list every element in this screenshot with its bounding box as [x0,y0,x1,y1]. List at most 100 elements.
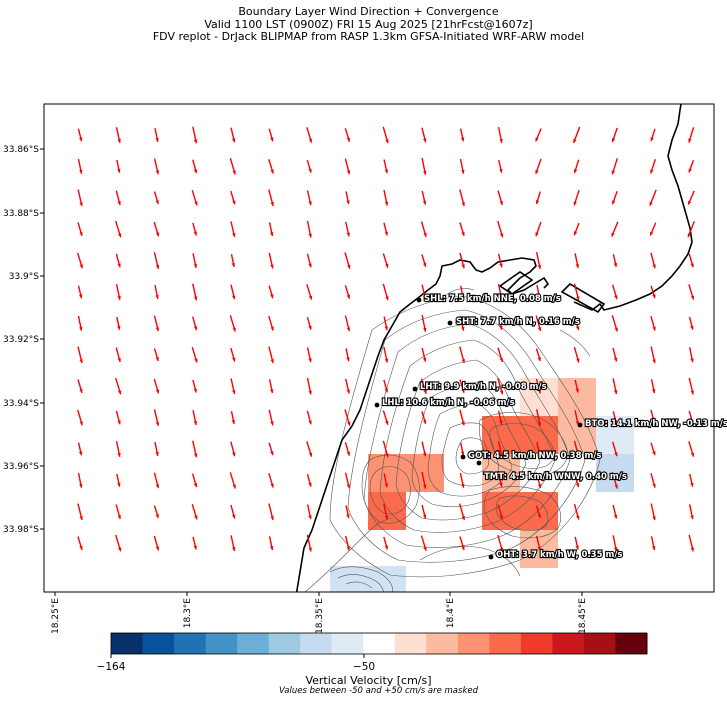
wind-arrow-head [535,232,539,237]
wind-arrow-head [117,420,121,425]
colorbar-cell [300,633,333,654]
colorbar-cell [237,633,270,654]
wind-arrow-head [346,484,351,489]
wind-arrow-head [232,200,236,205]
wind-arrow-head [575,264,580,268]
wind-arrow-head [537,484,542,489]
wind-arrow-head [270,137,274,142]
wind-arrow-head [117,201,121,206]
wind-arrow-head [499,482,503,487]
wind-arrow-head [155,137,159,142]
station-dot-lht [412,386,418,392]
wind-arrow-head [232,357,236,362]
wind-arrow-head [117,452,121,457]
wind-arrow-head [79,421,83,426]
wind-arrow-head [346,232,350,237]
wind-arrow-head [193,326,198,331]
colorbar-cell [205,633,238,654]
wind-arrow-head [232,484,236,489]
latitude-axis: 33.86°S 33.88°S 33.9°S 33.92°S 33.94°S 3… [3,145,44,535]
colorbar-note: Values between -50 and +50 cm/s are mask… [278,686,478,696]
wind-arrow-head [652,516,656,521]
wind-arrow-head [537,265,542,269]
wind-arrow-head [423,484,427,489]
wind-arrow-head [346,170,351,175]
wind-arrow-head [269,389,274,394]
wind-arrow-head [269,546,274,551]
wind-arrow-head [384,201,389,206]
wind-arrow-head [308,452,313,457]
wind-arrow-head [499,390,504,395]
wind-arrow-head [384,515,389,520]
station-dot-got [460,454,466,460]
wind-arrow-head [193,231,198,236]
station-label-tmt: TMT: 4.5 km/h WNW, 0.40 m/s [484,472,627,482]
station-markers: SHL: 7.5 km/h NNE, 0.08 m/s SHT: 7.7 km/… [374,293,727,561]
wind-arrow-head [155,546,160,551]
wind-arrow-head [270,421,274,426]
wind-arrow-head [499,325,503,330]
wind-arrow-head [79,169,83,174]
wind-arrow-head [613,390,618,395]
wind-arrow-head [611,138,616,143]
wind-arrow-head [573,231,578,236]
wind-arrow-head [346,514,350,519]
wind-arrow-head [117,390,122,395]
wind-arrow-head [384,231,389,236]
wind-arrow-head [460,137,465,142]
wind-arrow-head [537,514,541,519]
wind-arrow-head [308,515,312,520]
colorbar-cell [583,633,616,654]
coastline [295,104,693,592]
wind-arrow-head [614,484,618,489]
colorbar-cell [363,633,396,654]
lat-label: 33.92°S [3,335,39,345]
lat-label: 33.98°S [3,525,39,535]
terrain-contours [304,288,601,592]
wind-arrow-head [461,231,465,236]
wind-arrow-head [461,388,465,393]
plot-frame [43,103,715,593]
colorbar-cell [426,633,459,654]
wind-arrow-head [79,483,83,488]
wind-arrow-head [232,452,236,457]
title-line-3: FDV replot - DrJack BLIPMAP from RASP 1.… [152,30,585,43]
wind-arrow-head [347,264,351,269]
wind-arrow-head [193,421,198,425]
wind-arrow-head [117,233,122,238]
wind-arrow-head [461,359,465,363]
wind-arrow-head [79,202,83,207]
wind-arrow-head [499,295,503,300]
wind-arrow-head [384,326,389,331]
wind-arrow-head [613,420,618,424]
wind-arrow-head [613,263,618,267]
wind-arrow-head [308,420,312,425]
colorbar-cell [142,633,175,654]
wind-arrow-head [232,547,236,552]
wind-arrow-head [347,421,351,426]
wind-arrow-head [535,137,539,142]
wind-arrow-head [575,388,579,393]
wind-arrow-head [652,264,656,269]
wind-arrow-head [690,420,694,425]
wind-arrow-head [613,547,618,552]
colorbar-cell [331,633,364,654]
wind-arrow-head [117,263,121,268]
wind-arrow-head [308,263,312,268]
wind-arrow-head [384,388,389,393]
wind-arrow-head [614,327,618,332]
wind-arrow-head [690,295,695,300]
wind-arrow-head [611,170,616,175]
wind-arrow-head [346,357,350,362]
wind-arrow-head [232,295,236,300]
wind-arrow-head [423,170,427,175]
wind-arrow-head [270,359,274,364]
wind-arrow-head [575,545,579,550]
colorbar-title: Vertical Velocity [cm/s] [305,674,432,687]
title-line-1: Boundary Layer Wind Direction + Converge… [238,5,499,18]
wind-arrow-head [346,327,351,332]
wind-arrow-head [193,545,197,550]
wind-arrow-head [270,264,274,269]
wind-arrow-head [193,296,198,301]
station-dot-sht [447,320,453,326]
